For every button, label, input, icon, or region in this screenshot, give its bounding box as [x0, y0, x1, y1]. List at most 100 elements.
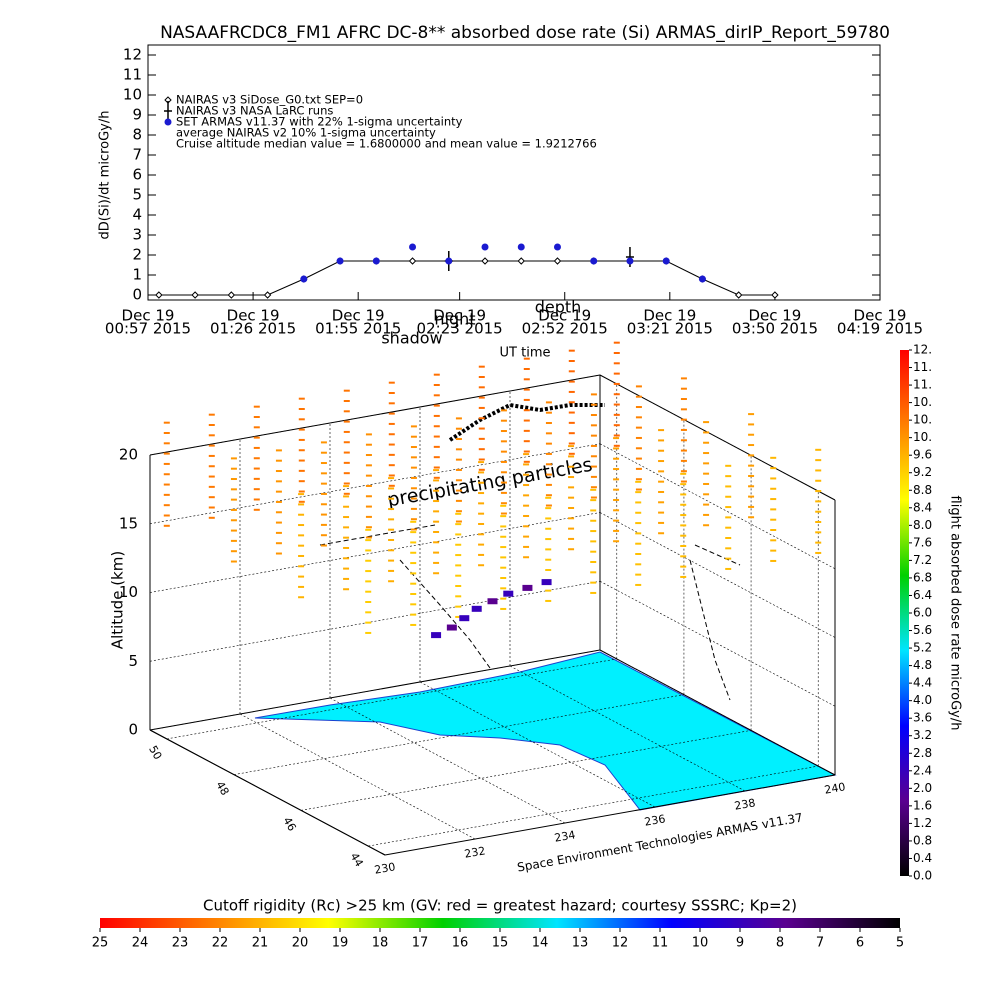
- track-point: [522, 584, 533, 591]
- grid-line: [509, 665, 746, 792]
- x-tick-label: Dec 19: [538, 307, 591, 325]
- y-tick-label: 12: [123, 46, 142, 64]
- lat-tick-label: 44: [348, 851, 366, 870]
- x-tick-label: 01:26 2015: [210, 320, 296, 338]
- grid-line: [599, 580, 836, 707]
- y-axis-label: dD(Si)/dt microGy/h: [98, 111, 113, 240]
- dose-colorbar: [900, 350, 909, 876]
- y-tick-label: 3: [132, 226, 142, 244]
- colorbar-tick-label: 4.0: [913, 693, 932, 707]
- lat-tick-label: 46: [280, 815, 298, 834]
- grid-line: [149, 443, 601, 525]
- point: [191, 291, 199, 299]
- legend-label: NAIRAS v3 NASA LaRC runs: [176, 104, 333, 118]
- colorbar-tick-label: 25: [92, 936, 109, 951]
- point: [263, 291, 272, 299]
- grid-line: [329, 697, 566, 824]
- point: [590, 257, 598, 265]
- point: [372, 257, 380, 265]
- x-tick-label: 03:21 2015: [627, 320, 713, 338]
- lon-tick-label: 230: [373, 860, 396, 876]
- lon-tick-label: 234: [553, 828, 576, 844]
- point: [227, 291, 236, 299]
- point: [336, 257, 344, 265]
- point: [517, 257, 525, 265]
- colorbar-tick-label: 16: [452, 936, 469, 951]
- legend-symbol: [164, 118, 172, 126]
- track-point: [459, 615, 470, 622]
- x-tick-label: Dec 19: [643, 307, 696, 325]
- lat-tick-label: 48: [213, 779, 231, 798]
- grid-line: [149, 649, 601, 731]
- x-tick-label: 02:52 2015: [522, 320, 608, 338]
- legend-label: NAIRAS v3 SiDose_G0.txt SEP=0: [176, 93, 363, 107]
- point: [698, 275, 706, 283]
- colorbar-title: Cutoff rigidity (Rc) >25 km (GV: red = g…: [203, 897, 797, 915]
- y-tick-label: 8: [132, 126, 142, 144]
- y-tick-label: 5: [132, 186, 142, 204]
- colorbar-tick-label: 9.6: [913, 448, 932, 462]
- point: [445, 257, 453, 265]
- x-tick-label: 00:57 2015: [105, 320, 191, 338]
- legend-note: average NAIRAS v2 10% 1-sigma uncertaint…: [176, 126, 436, 140]
- y-tick-label: 10: [123, 86, 142, 104]
- point: [408, 257, 417, 265]
- z-tick-label: 5: [128, 652, 138, 670]
- lon-tick-label: 240: [823, 780, 846, 796]
- y-tick-label: 2: [132, 246, 142, 264]
- track-point: [541, 579, 552, 586]
- x-tick-label: 01:55 2015: [315, 320, 401, 338]
- annotation: shadow: [381, 329, 442, 348]
- track-point: [446, 624, 457, 631]
- colorbar-tick-label: 19: [332, 936, 349, 951]
- colorbar-tick-label: 8.4: [913, 500, 932, 514]
- point: [481, 243, 489, 251]
- colorbar-tick-label: 23: [172, 936, 189, 951]
- rc-colorbar: [100, 918, 900, 928]
- y-tick-label: 6: [132, 166, 142, 184]
- colorbar-tick-label: 17: [412, 936, 429, 951]
- x-tick-label: Dec 19: [227, 307, 280, 325]
- point: [662, 257, 670, 265]
- colorbar-tick-label: 10.: [913, 395, 932, 409]
- colorbar-tick-label: 24: [132, 936, 149, 951]
- colorbar-tick-label: 11.: [913, 360, 932, 374]
- track-top-projection: [448, 402, 605, 442]
- colorbar-tick-label: 8: [776, 936, 784, 951]
- colorbar-tick-label: 2.8: [913, 746, 932, 760]
- colorbar-tick-label: 9.2: [913, 465, 932, 479]
- y-tick-label: 9: [132, 106, 142, 124]
- legend-symbol: [164, 101, 172, 121]
- point: [626, 257, 634, 265]
- colorbar-tick-label: 7.6: [913, 535, 932, 549]
- colorbar-tick-label: 7: [816, 936, 824, 951]
- z-tick-label: 20: [119, 446, 138, 464]
- lon-tick-label: 232: [463, 844, 486, 860]
- colorbar-tick-label: 8.8: [913, 483, 932, 497]
- colorbar-tick-label: 5.6: [913, 623, 932, 637]
- lon-tick-label: 238: [733, 796, 756, 812]
- colorbar-tick-label: 1.6: [913, 798, 932, 812]
- grid-line: [149, 374, 601, 456]
- colorbar-tick-label: 5.2: [913, 641, 932, 655]
- z-tick-label: 10: [119, 583, 138, 601]
- point: [553, 257, 562, 265]
- chart-title: NASAAFRCDC8_FM1 AFRC DC-8** absorbed dos…: [160, 23, 890, 43]
- colorbar-tick-label: 4.4: [913, 676, 932, 690]
- colorbar-tick-label: 14: [532, 936, 549, 951]
- colorbar-tick-label: 0.0: [913, 869, 932, 883]
- grid-line: [149, 580, 601, 662]
- colorbar-tick-label: 4.8: [913, 658, 932, 672]
- y-tick-label: 0: [132, 286, 142, 304]
- x-axis-label: UT time: [500, 346, 551, 361]
- point: [155, 291, 163, 299]
- grid-line: [599, 443, 836, 570]
- point: [771, 291, 779, 299]
- colorbar-tick-label: 20: [292, 936, 309, 951]
- colorbar-tick-label: 6.0: [913, 606, 932, 620]
- colorbar-tick-label: 2.4: [913, 763, 932, 777]
- colorbar-tick-label: 6.4: [913, 588, 932, 602]
- legend-note: Cruise altitude median value = 1.6800000…: [176, 137, 597, 151]
- track-point: [487, 598, 498, 605]
